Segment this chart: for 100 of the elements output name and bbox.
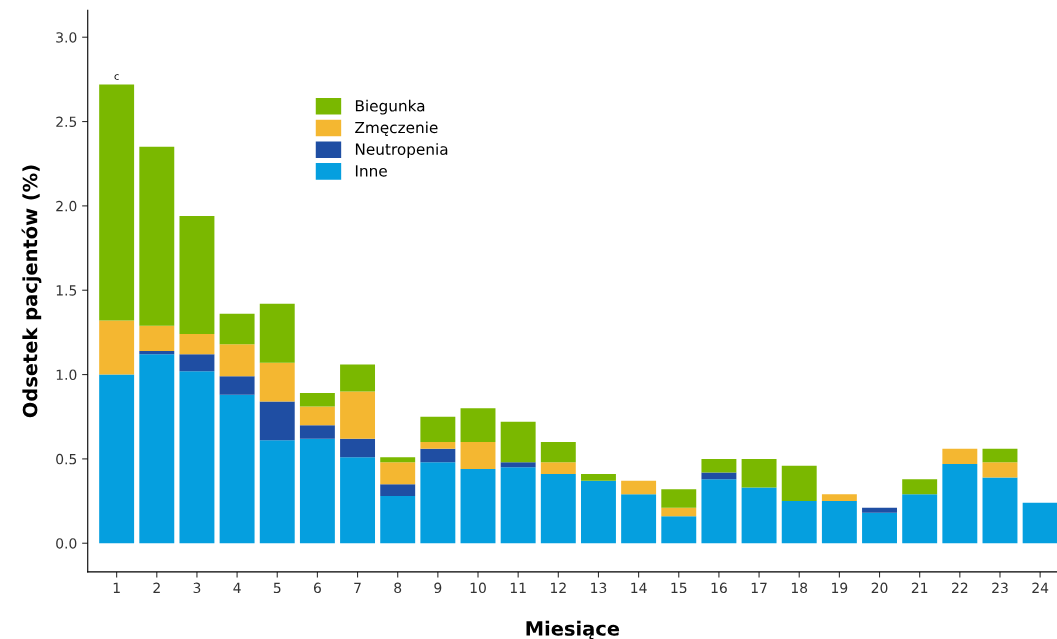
bar xyxy=(340,364,376,392)
bar xyxy=(942,448,978,464)
bar xyxy=(540,462,576,475)
bar xyxy=(299,393,335,407)
bar xyxy=(99,374,135,544)
x-tick-label: 14 xyxy=(631,582,647,593)
bar xyxy=(540,474,576,544)
bar xyxy=(862,512,897,544)
bar xyxy=(661,489,697,508)
x-tick-label: 20 xyxy=(871,582,888,594)
legend-label: Biegunka xyxy=(355,99,425,115)
x-tick-label: 22 xyxy=(952,582,968,593)
bar xyxy=(139,146,175,326)
bar xyxy=(581,474,616,481)
x-tick-label: 17 xyxy=(751,582,767,593)
bar xyxy=(982,448,1018,463)
bar xyxy=(380,457,416,463)
x-tick-label: 11 xyxy=(510,582,526,593)
bar xyxy=(299,406,335,426)
bar xyxy=(219,394,255,544)
bar xyxy=(380,496,416,544)
bar xyxy=(500,462,536,468)
bar xyxy=(259,303,295,363)
bar xyxy=(701,472,737,480)
bar xyxy=(982,462,1018,478)
x-tick-label: 5 xyxy=(273,582,281,594)
y-tick-label: 2.0 xyxy=(56,200,77,212)
x-tick-label: 10 xyxy=(470,582,486,594)
bar xyxy=(982,477,1018,544)
bar xyxy=(500,467,536,544)
bar xyxy=(701,479,737,544)
x-tick-label: 19 xyxy=(832,582,848,594)
bar xyxy=(420,416,456,443)
bar xyxy=(179,216,215,335)
bar xyxy=(179,354,215,372)
bar xyxy=(420,448,456,463)
bar xyxy=(139,325,175,351)
bar xyxy=(259,401,295,441)
bar xyxy=(340,438,376,458)
bar xyxy=(219,313,255,345)
bar xyxy=(139,354,175,544)
y-tick-label: 1.5 xyxy=(56,285,77,296)
bar xyxy=(781,465,817,502)
x-tick-label: 16 xyxy=(711,582,727,594)
x-tick-label: 1 xyxy=(113,582,120,593)
bar xyxy=(661,516,697,544)
x-axis-title: Miesiące xyxy=(526,620,620,639)
bar xyxy=(219,376,255,395)
bar xyxy=(460,442,496,470)
bar xyxy=(340,391,376,439)
bar xyxy=(540,442,576,463)
bar xyxy=(942,463,978,544)
bar xyxy=(380,484,416,496)
bar xyxy=(781,501,817,544)
bar xyxy=(299,425,335,439)
annotation: c xyxy=(114,74,119,80)
bar xyxy=(259,362,295,402)
bar xyxy=(741,458,777,488)
bar xyxy=(902,479,938,495)
x-tick-label: 3 xyxy=(193,582,201,594)
bar xyxy=(621,494,657,544)
x-tick-label: 4 xyxy=(233,582,241,593)
bar xyxy=(821,494,857,502)
bar xyxy=(179,334,215,355)
bar xyxy=(420,462,456,544)
bar xyxy=(581,480,616,544)
y-tick-label: 0.0 xyxy=(56,538,77,549)
x-tick-label: 2 xyxy=(153,582,160,593)
bar xyxy=(902,494,938,544)
x-tick-label: 21 xyxy=(911,582,928,593)
x-tick-label: 15 xyxy=(671,582,687,594)
x-tick-label: 23 xyxy=(992,582,1008,594)
bar xyxy=(701,458,737,473)
x-tick-label: 18 xyxy=(791,582,808,594)
x-tick-label: 7 xyxy=(354,582,361,593)
bar xyxy=(340,457,376,544)
legend-label: Neutropenia xyxy=(355,143,448,158)
bar xyxy=(99,320,135,375)
legend-label: Zmęczenie xyxy=(355,121,438,136)
bar xyxy=(219,344,255,377)
legend-label: Inne xyxy=(355,165,387,177)
x-tick-label: 24 xyxy=(1032,582,1049,593)
x-tick-label: 9 xyxy=(434,582,442,594)
x-tick-label: 13 xyxy=(591,582,607,594)
bar xyxy=(741,487,777,544)
bar xyxy=(420,442,456,449)
bar xyxy=(1022,502,1057,544)
y-axis-title: Odsetek pacjentów (%) xyxy=(21,165,42,418)
x-tick-label: 6 xyxy=(313,582,321,594)
bar xyxy=(179,371,215,544)
bar xyxy=(862,507,897,513)
bar xyxy=(99,84,135,321)
bar xyxy=(259,440,295,544)
bar xyxy=(500,421,536,463)
x-tick-label: 12 xyxy=(551,582,566,593)
bar xyxy=(460,408,496,443)
bar xyxy=(621,480,657,495)
y-tick-label: 2.5 xyxy=(56,116,77,128)
bar xyxy=(299,438,335,544)
bar xyxy=(460,469,496,544)
